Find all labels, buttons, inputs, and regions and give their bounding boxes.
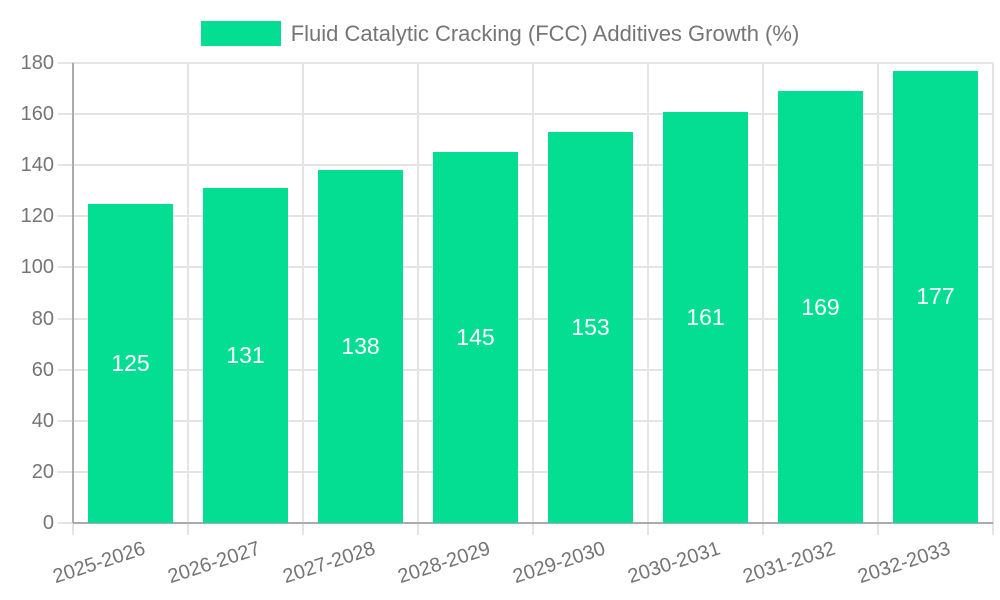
x-axis-tick (187, 523, 189, 535)
bar[interactable]: 138 (318, 170, 403, 523)
x-axis-category-label: 2031-2032 (740, 537, 838, 589)
y-axis-line (72, 63, 74, 523)
bar[interactable]: 153 (548, 132, 633, 523)
y-axis-tick (58, 368, 73, 371)
x-axis-tick (302, 523, 304, 535)
bar[interactable]: 177 (893, 70, 978, 523)
gridline-vertical (417, 63, 419, 523)
x-axis-category-label: 2029-2030 (510, 537, 608, 589)
y-axis-tick-label: 80 (31, 307, 54, 330)
bar-value-label: 161 (686, 303, 725, 330)
x-axis-tick (647, 523, 649, 535)
x-axis-tick (532, 523, 534, 535)
gridline-vertical (877, 63, 879, 523)
plot-area: 0 20 40 60 80 100 120 140 160 180 125 131 138 145 153 1… (21, 52, 994, 588)
x-axis-tick (877, 523, 879, 535)
y-axis-tick (58, 62, 73, 64)
x-axis-tick (762, 523, 764, 535)
x-axis-category-label: 2030-2031 (625, 537, 723, 589)
gridline-vertical (302, 63, 304, 523)
bar-value-label: 131 (226, 342, 265, 369)
x-axis-tick (72, 523, 74, 535)
y-axis-tick (58, 215, 73, 218)
y-axis-tick (58, 317, 73, 320)
bar-value-label: 125 (111, 349, 150, 376)
y-axis-tick (58, 164, 73, 167)
y-axis-tick (58, 470, 73, 473)
y-axis-tick-label: 160 (20, 103, 54, 126)
y-axis-tick (58, 419, 73, 422)
x-axis-category-label: 2025-2026 (50, 537, 148, 589)
y-axis-tick-label: 140 (20, 154, 54, 177)
y-axis-tick (58, 522, 73, 524)
bar-value-label: 169 (801, 293, 840, 320)
legend-swatch-icon (200, 21, 281, 46)
bar-value-label: 145 (456, 324, 495, 351)
y-axis-tick-label: 100 (20, 256, 54, 279)
y-axis-tick-label: 0 (42, 512, 54, 534)
y-axis-tick-label: 60 (31, 358, 54, 381)
x-axis-category-label: 2027-2028 (280, 537, 378, 589)
bar-value-label: 153 (571, 314, 610, 340)
x-axis-tick (417, 523, 419, 535)
legend-label: Fluid Catalytic Cracking (FCC) Additives… (290, 21, 800, 46)
x-axis-category-label: 2032-2033 (855, 537, 953, 589)
x-axis-tick (992, 523, 994, 535)
y-axis-tick (58, 266, 73, 269)
gridline-vertical (992, 63, 994, 523)
bar[interactable]: 131 (203, 188, 288, 523)
bar[interactable]: 169 (778, 91, 863, 523)
bar[interactable]: 161 (663, 111, 748, 523)
bar-value-label: 177 (916, 283, 955, 310)
x-axis-category-label: 2028-2029 (395, 537, 493, 589)
gridline-vertical (532, 63, 534, 523)
bar[interactable]: 125 (88, 203, 173, 523)
bar[interactable]: 145 (433, 152, 518, 523)
gridline-vertical (762, 63, 764, 523)
y-axis-tick (58, 113, 73, 116)
y-axis-tick-label: 40 (31, 409, 54, 432)
x-axis-category-label: 2026-2027 (165, 537, 263, 589)
y-axis-tick-label: 180 (20, 52, 54, 74)
gridline-vertical (187, 63, 189, 523)
gridline-vertical (647, 63, 649, 523)
x-axis-line (73, 522, 993, 524)
y-axis-tick-label: 120 (20, 205, 54, 228)
legend-item[interactable]: Fluid Catalytic Cracking (FCC) Additives… (0, 21, 1000, 46)
bar-value-label: 138 (341, 333, 380, 360)
y-axis-tick-label: 20 (31, 460, 54, 483)
